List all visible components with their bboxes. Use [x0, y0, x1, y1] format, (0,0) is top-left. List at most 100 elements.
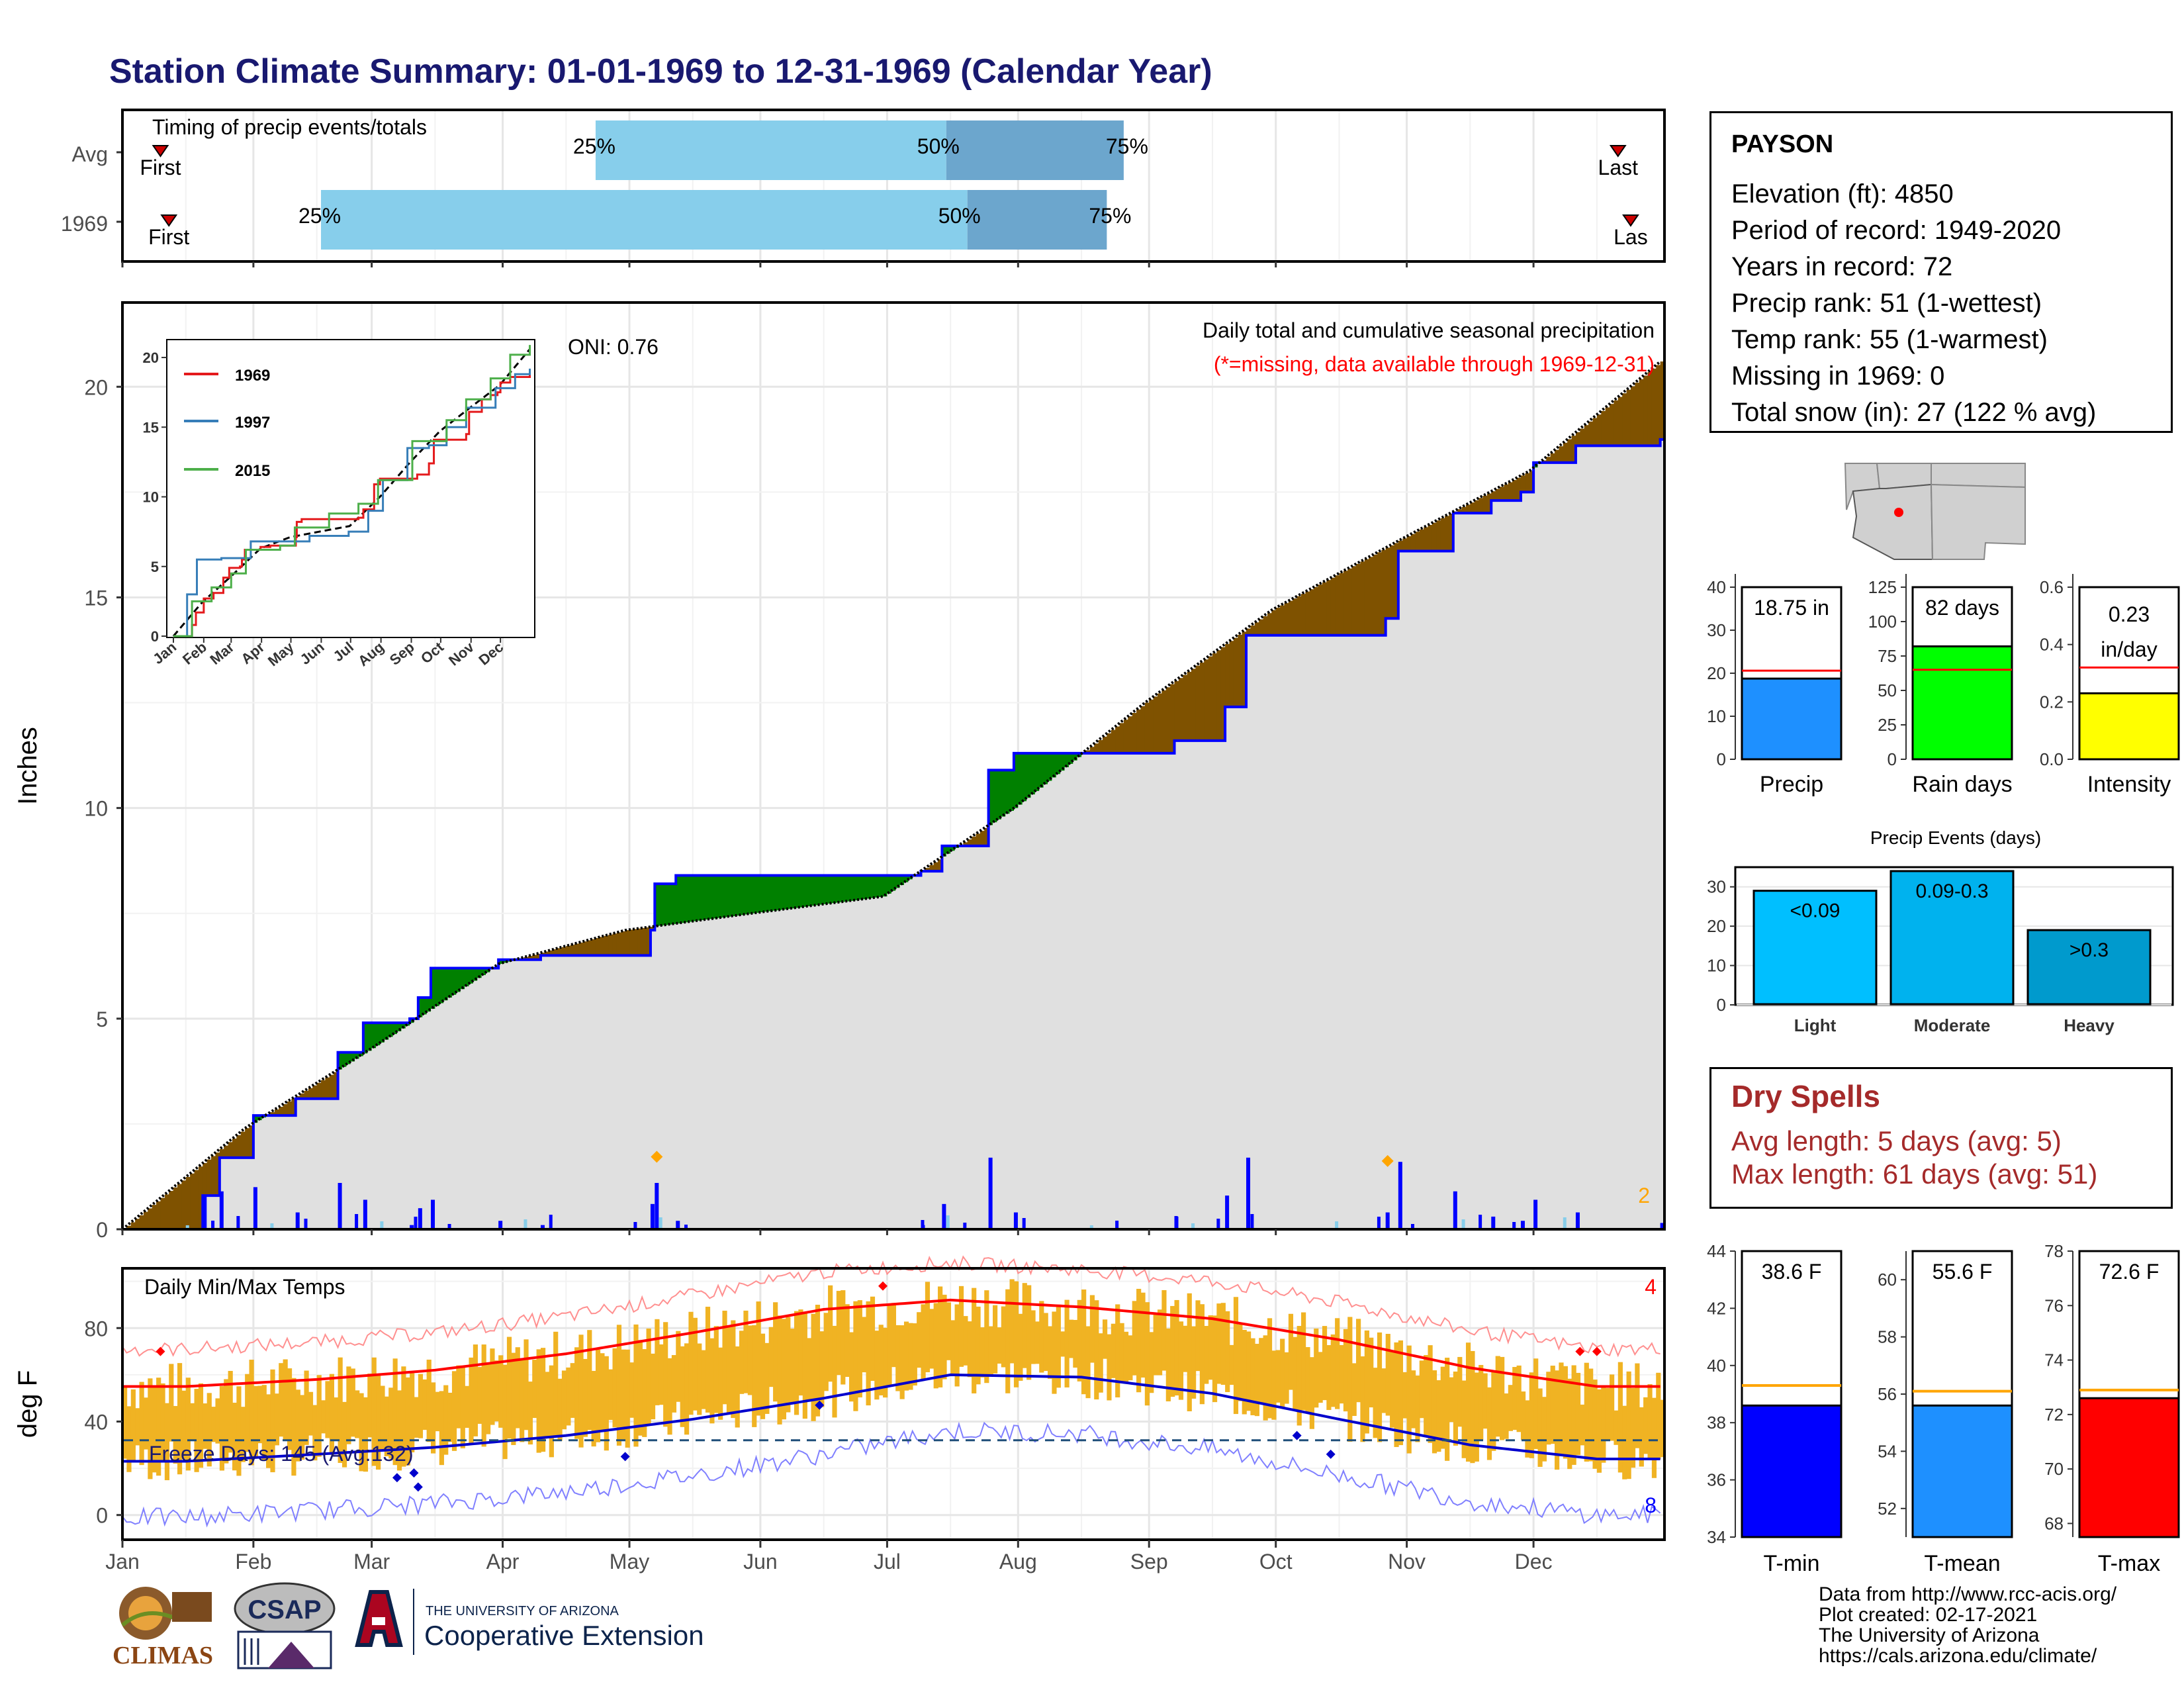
record-low-marker — [413, 1482, 423, 1492]
daily-precip-bar — [540, 1225, 545, 1229]
inset-ytick: 15 — [143, 419, 159, 436]
first-label: First — [148, 225, 189, 249]
daily-precip-bar — [447, 1224, 451, 1229]
legend-1969: 1969 — [235, 367, 270, 385]
legend-1997: 1997 — [235, 414, 270, 432]
mini-ytick: 0.2 — [2040, 692, 2064, 712]
events-title: Precip Events (days) — [1870, 827, 2041, 848]
temp-bar-ytick: 40 — [1707, 1356, 1726, 1376]
info-years: Years in record: 72 — [1731, 252, 1953, 281]
info-elevation: Elevation (ft): 4850 — [1731, 179, 1954, 209]
record-high-marker — [156, 1346, 165, 1356]
dry-spells-avg: Avg length: 5 days (avg: 5) — [1731, 1125, 2062, 1156]
avg-max-line — [122, 1298, 1661, 1388]
logos: CLIMAS CSAP THE UNIVERSITY OF ARIZONA Co… — [113, 1582, 704, 1669]
first-event-marker — [152, 145, 169, 158]
temp-bar-label: T-min — [1764, 1551, 1820, 1576]
events-ytick: 20 — [1707, 916, 1726, 936]
last-label: Last — [1598, 156, 1639, 179]
temp-bar-ytick: 42 — [1707, 1298, 1726, 1318]
timing-row-1969: 1969 — [61, 212, 108, 236]
daily-precip-bar — [1410, 1224, 1414, 1229]
daily-precip-bar — [498, 1221, 503, 1229]
temp-bar-ytick: 56 — [1878, 1384, 1897, 1404]
dry-spells-max: Max length: 61 days (avg: 51) — [1731, 1158, 2098, 1190]
daily-precip-bar — [963, 1223, 967, 1229]
events-ytick: 30 — [1707, 877, 1726, 897]
mini-ytick: 50 — [1878, 680, 1897, 700]
timing-bar-q50-q75-Avg — [946, 120, 1124, 180]
timing-title: Timing of precip events/totals — [152, 115, 427, 139]
record-low-marker — [392, 1473, 402, 1483]
daily-precip-bar — [1115, 1221, 1119, 1229]
mini-bar-label: Precip — [1760, 772, 1823, 797]
mini-ytick: 25 — [1878, 715, 1897, 735]
inset-ytick: 20 — [143, 350, 159, 366]
temp-bar-value: 72.6 F — [2099, 1260, 2160, 1284]
mini-ytick: 0.0 — [2040, 749, 2064, 769]
daily-precip-bar — [185, 1225, 189, 1229]
oni-label: ONI: 0.76 — [568, 335, 659, 359]
events-category-label: Moderate — [1914, 1015, 1991, 1035]
temp-bar-ytick: 36 — [1707, 1470, 1726, 1490]
month-label-nov: Nov — [1388, 1550, 1426, 1573]
first-event-marker — [160, 214, 178, 227]
temp-bar-t-mean — [1911, 1404, 2013, 1538]
svg-text:CLIMAS: CLIMAS — [113, 1642, 213, 1669]
timing-50-label: 50% — [938, 204, 981, 228]
temp-bar-ytick: 44 — [1707, 1241, 1726, 1261]
events-category-label: Heavy — [2064, 1015, 2115, 1035]
inset-ytick: 5 — [151, 559, 159, 575]
temp-bar-ytick: 54 — [1878, 1441, 1897, 1461]
info-missing: Missing in 1969: 0 — [1731, 361, 1945, 391]
daily-precip-bar — [1533, 1199, 1538, 1229]
svg-text:Cooperative Extension: Cooperative Extension — [424, 1620, 704, 1651]
credit-data-source: Data from http://www.rcc-acis.org/ — [1819, 1583, 2117, 1605]
cumulative-1969-line — [122, 438, 1664, 1231]
inset-legend: 1969 1997 2015 — [184, 367, 270, 480]
daily-precip-bar — [1225, 1196, 1230, 1229]
timing-50-label: 50% — [917, 134, 960, 158]
temp-bar-ytick: 70 — [2044, 1459, 2064, 1479]
page-title: Station Climate Summary: 01-01-1969 to 1… — [109, 52, 1212, 91]
events-ytick: 0 — [1717, 995, 1726, 1015]
events-bar-label: >0.3 — [2070, 939, 2109, 961]
daily-precip-bar — [1174, 1216, 1178, 1229]
mini-bar-rain-days — [1911, 645, 2013, 761]
temp-bar-ytick: 60 — [1878, 1270, 1897, 1289]
credit-university: The University of Arizona — [1819, 1624, 2040, 1646]
credit-created: Plot created: 02-17-2021 — [1819, 1604, 2038, 1626]
freeze-days: Freeze Days: 145 (Avg:132) — [149, 1442, 414, 1466]
station-info-box: PAYSON Elevation (ft): 4850 Period of re… — [1709, 111, 2173, 433]
rain-days-value: 82 days — [1925, 596, 1999, 620]
mini-ytick: 40 — [1707, 577, 1726, 597]
daily-precip-bar — [304, 1219, 308, 1229]
csap-logo: CSAP — [234, 1582, 336, 1669]
daily-precip-bar — [1335, 1221, 1339, 1229]
dry-spells-box: Dry Spells Avg length: 5 days (avg: 5) M… — [1709, 1067, 2173, 1209]
mini-ytick: 20 — [1707, 663, 1726, 683]
mini-ytick: 10 — [1707, 706, 1726, 726]
credits: Data from http://www.rcc-acis.org/ Plot … — [1819, 1584, 2116, 1666]
ua-logo: THE UNIVERSITY OF ARIZONA Cooperative Ex… — [355, 1589, 704, 1655]
max-precip-marker — [651, 1150, 663, 1163]
station-marker — [1894, 508, 1903, 517]
daily-precip-bar — [633, 1222, 637, 1229]
record-low-marker — [1326, 1449, 1336, 1459]
precip-ytick: 15 — [84, 586, 108, 610]
last-label: Las — [1614, 225, 1648, 249]
daily-precip-bar — [355, 1214, 359, 1229]
max-precip-marker — [1381, 1154, 1394, 1167]
legend-2015: 2015 — [235, 462, 270, 480]
events-bar-label: <0.09 — [1790, 900, 1841, 922]
inset-line-2015 — [173, 345, 531, 637]
daily-precip-bar — [418, 1208, 422, 1229]
temp-bar-ytick: 38 — [1707, 1413, 1726, 1432]
daily-precip-bar — [295, 1212, 300, 1229]
precip-ytick: 5 — [96, 1008, 108, 1031]
temp-corner-bottom: 8 — [1645, 1493, 1657, 1517]
temp-bar-ytick: 52 — [1878, 1499, 1897, 1519]
events-bar-heavy — [2026, 929, 2152, 1006]
mini-ytick: 75 — [1878, 646, 1897, 666]
last-event-marker — [1609, 145, 1627, 158]
